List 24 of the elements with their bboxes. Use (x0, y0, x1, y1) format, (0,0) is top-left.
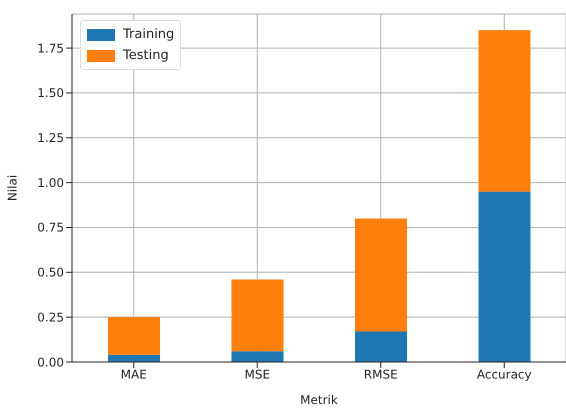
y-axis-title: Nilai (5, 174, 20, 202)
y-tick-label: 1.25 (37, 131, 64, 146)
x-tick-label: MSE (244, 368, 270, 382)
y-tick-label: 1.50 (37, 86, 64, 100)
legend-label: Training (123, 26, 174, 44)
bar (355, 332, 407, 362)
y-tick-label: 0.75 (37, 220, 64, 235)
bar (108, 354, 160, 362)
bar (478, 192, 530, 362)
bar (478, 30, 530, 192)
y-tick-label: 0.00 (37, 355, 64, 370)
bar (232, 279, 284, 352)
legend-label: Testing (123, 47, 169, 65)
y-tick-label: 0.25 (37, 310, 64, 324)
y-tick-label: 0.50 (37, 266, 64, 280)
bar (108, 317, 160, 355)
x-tick-label: MAE (120, 368, 147, 382)
bar (232, 351, 284, 362)
x-tick-label: Accuracy (476, 368, 532, 382)
x-tick-label: RMSE (364, 368, 398, 382)
x-axis-title: Metrik (300, 393, 338, 407)
bar (355, 218, 407, 332)
y-tick-label: 1.75 (37, 41, 64, 56)
y-tick-label: 1.00 (37, 176, 64, 190)
